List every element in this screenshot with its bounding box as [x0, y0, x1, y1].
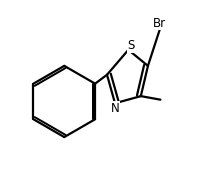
- Text: Br: Br: [153, 17, 166, 30]
- Text: S: S: [127, 39, 135, 52]
- Text: N: N: [111, 102, 119, 115]
